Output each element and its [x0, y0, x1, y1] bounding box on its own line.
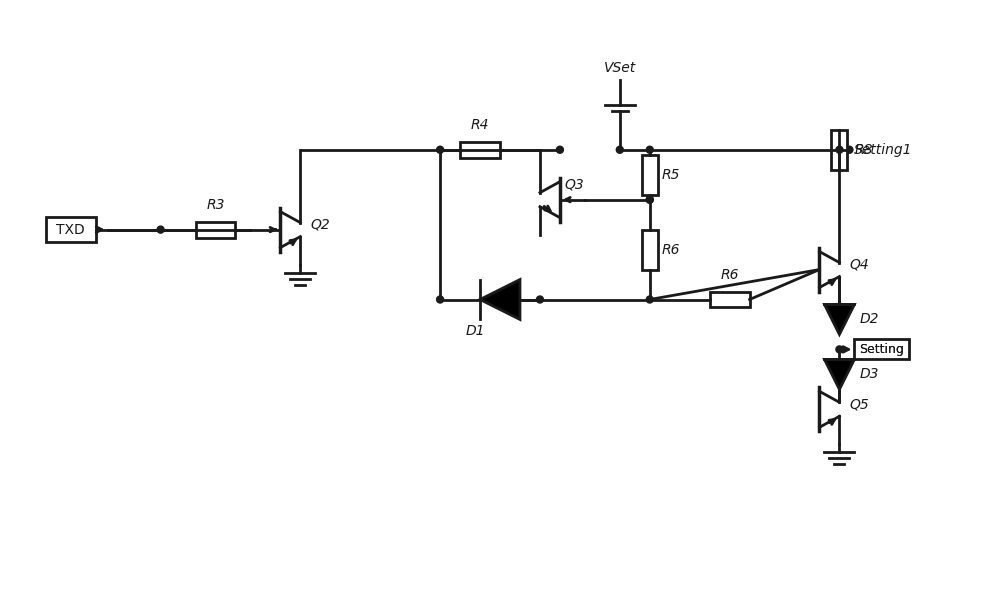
- Circle shape: [536, 296, 543, 303]
- FancyBboxPatch shape: [460, 142, 500, 158]
- Circle shape: [556, 146, 563, 153]
- Text: R6: R6: [662, 243, 680, 256]
- Text: Q4: Q4: [849, 258, 869, 271]
- Text: VSet: VSet: [604, 61, 636, 75]
- Circle shape: [836, 346, 843, 353]
- FancyBboxPatch shape: [642, 229, 658, 270]
- FancyBboxPatch shape: [831, 130, 847, 170]
- Text: R4: R4: [471, 118, 489, 132]
- Circle shape: [646, 146, 653, 153]
- FancyBboxPatch shape: [196, 222, 235, 238]
- Text: Q5: Q5: [849, 397, 869, 412]
- Circle shape: [846, 146, 853, 153]
- FancyBboxPatch shape: [854, 340, 909, 359]
- Polygon shape: [824, 359, 854, 389]
- Circle shape: [646, 296, 653, 303]
- Text: R6: R6: [720, 268, 739, 282]
- Text: D1: D1: [465, 325, 485, 338]
- Circle shape: [157, 226, 164, 233]
- FancyBboxPatch shape: [642, 155, 658, 195]
- Circle shape: [646, 196, 653, 203]
- Circle shape: [836, 146, 843, 153]
- FancyBboxPatch shape: [46, 217, 96, 242]
- Circle shape: [646, 196, 653, 203]
- Text: R3: R3: [206, 198, 225, 211]
- Text: Q2: Q2: [310, 217, 330, 232]
- Polygon shape: [480, 280, 520, 319]
- Text: D3: D3: [859, 367, 879, 382]
- Text: R5: R5: [662, 168, 680, 181]
- Text: R8: R8: [854, 143, 873, 157]
- Text: Setting: Setting: [859, 343, 904, 356]
- Text: Q3: Q3: [565, 178, 585, 192]
- Text: TXD: TXD: [56, 223, 85, 237]
- Polygon shape: [824, 304, 854, 334]
- Text: Setting1: Setting1: [854, 143, 913, 157]
- Text: D2: D2: [859, 313, 879, 326]
- Circle shape: [437, 296, 444, 303]
- Circle shape: [616, 146, 623, 153]
- FancyBboxPatch shape: [710, 292, 750, 307]
- Text: Setting: Setting: [859, 343, 904, 356]
- Circle shape: [437, 146, 444, 153]
